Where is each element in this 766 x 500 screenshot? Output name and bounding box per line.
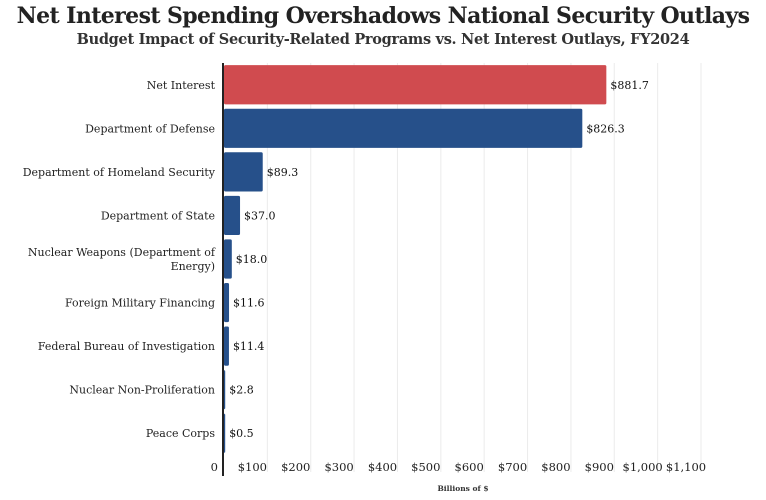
x-tick-label: $900 <box>585 460 614 474</box>
category-labels: Net Interest Department of Defense Departm… <box>23 79 216 440</box>
category-label: Nuclear Non-Proliferation <box>69 384 215 397</box>
x-tick-label: $200 <box>281 460 310 474</box>
value-label: $0.5 <box>229 427 254 440</box>
chart-title: Net Interest Spending Overshadows Nation… <box>16 3 750 29</box>
value-label: $37.0 <box>244 209 276 222</box>
value-label: $89.3 <box>267 166 299 179</box>
category-label: Net Interest <box>147 79 216 92</box>
x-tick-label: 0 <box>211 460 218 474</box>
value-label: $826.3 <box>586 122 625 135</box>
x-tick-label: $400 <box>368 460 397 474</box>
value-label: $11.4 <box>233 340 265 353</box>
x-tick-label: $800 <box>541 460 570 474</box>
category-label: Energy) <box>171 260 215 273</box>
value-label: $11.6 <box>233 297 265 310</box>
bar <box>224 195 241 236</box>
category-label: Department of State <box>101 209 215 222</box>
bar <box>224 152 263 192</box>
x-tick-label: $300 <box>324 460 353 474</box>
bar <box>224 108 583 148</box>
category-label: Foreign Military Financing <box>65 297 215 310</box>
value-label: $2.8 <box>229 384 254 397</box>
category-label: Department of Defense <box>85 122 215 135</box>
category-label: Peace Corps <box>146 427 215 440</box>
bar <box>224 370 226 410</box>
x-tick-label: $100 <box>238 460 267 474</box>
chart-subtitle: Budget Impact of Security-Related Progra… <box>76 31 690 48</box>
category-label: Federal Bureau of Investigation <box>38 340 215 353</box>
category-label: Department of Homeland Security <box>23 166 216 179</box>
x-axis-label: Billions of $ <box>437 484 488 493</box>
value-label: $18.0 <box>236 253 268 266</box>
bar <box>224 65 607 105</box>
x-tick-label: $700 <box>498 460 527 474</box>
bars <box>224 65 607 453</box>
x-tick-label: $1,100 <box>666 460 706 474</box>
bar <box>224 326 229 366</box>
x-tick-label: $500 <box>411 460 440 474</box>
bar <box>224 282 230 323</box>
bar <box>224 413 226 453</box>
value-label: $881.7 <box>610 79 649 92</box>
x-tick-labels: 0 $100 $200 $300 $400 $500 $600 $700 $800 $900 $1,… <box>211 460 706 474</box>
x-tick-label: $1,000 <box>623 460 663 474</box>
x-tick-label: $600 <box>455 460 484 474</box>
value-labels: $881.7 $826.3 $89.3 $37.0 $18.0 $11.6 $11.4 $2.… <box>229 79 649 440</box>
category-label: Nuclear Weapons (Department of <box>28 246 216 259</box>
bar <box>224 239 232 279</box>
